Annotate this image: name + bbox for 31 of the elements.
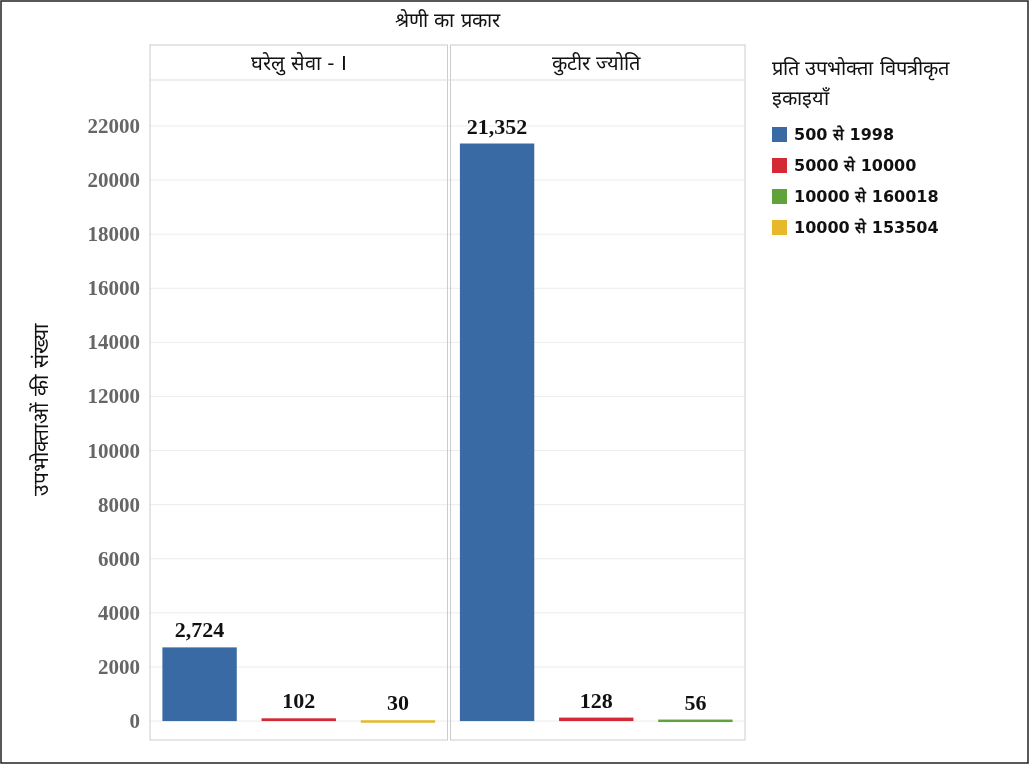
y-tick-label: 4000 (98, 600, 140, 625)
y-tick-label: 10000 (87, 438, 140, 463)
y-tick-label: 8000 (98, 492, 140, 517)
data-label: 21,352 (466, 113, 528, 139)
legend-title: प्रति उपभोक्ता विपत्रीकृत इकाइयाँ (772, 56, 950, 110)
y-tick-label: 20000 (87, 168, 140, 193)
legend-label: 10000 से 160018 (794, 187, 939, 206)
data-label: 2,724 (174, 617, 225, 643)
data-label: 30 (386, 690, 409, 716)
data-label: 102 (282, 688, 316, 714)
y-tick-label: 18000 (87, 222, 140, 247)
y-tick-label: 6000 (98, 546, 140, 571)
y-tick-label: 12000 (87, 384, 140, 409)
data-label: 128 (579, 687, 613, 713)
y-tick-label: 2000 (98, 654, 140, 679)
legend-label: 10000 से 153504 (794, 218, 939, 237)
x-axis-title: श्रेणी का प्रकार (395, 8, 501, 32)
y-tick-label: 0 (129, 709, 140, 734)
bar (360, 720, 436, 723)
bar (459, 143, 535, 722)
bar (261, 718, 336, 722)
legend-label: 500 से 1998 (794, 125, 895, 144)
y-tick-label: 14000 (87, 330, 140, 355)
y-tick-label: 22000 (87, 113, 140, 138)
legend-label: 5000 से 10000 (794, 156, 917, 175)
data-label: 56 (684, 689, 707, 715)
y-tick-label: 16000 (87, 276, 140, 301)
y-axis-title: उपभोक्ताओं की संख्या (29, 323, 53, 496)
x-tick-label: घरेलु सेवा - I (250, 51, 347, 76)
bar (162, 647, 237, 722)
x-tick-label: कुटीर ज्योति (552, 51, 642, 76)
